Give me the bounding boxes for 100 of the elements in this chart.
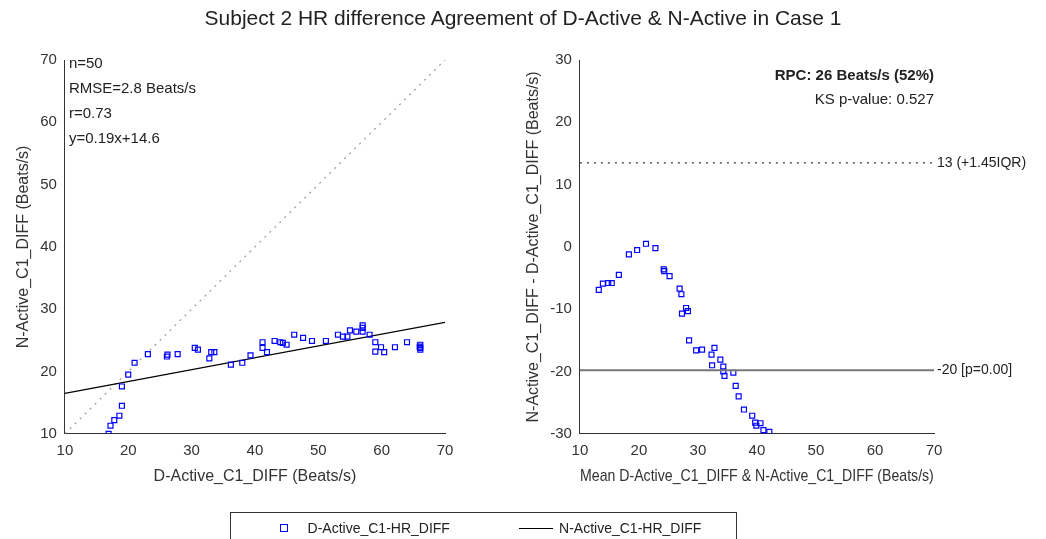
y-tick-label: -10 <box>550 299 572 317</box>
legend-label: D-Active_C1-HR_DIFF <box>307 520 450 536</box>
point <box>721 372 728 379</box>
point <box>417 341 424 348</box>
point <box>403 339 411 346</box>
point <box>753 422 760 429</box>
point <box>194 346 201 353</box>
point <box>366 331 373 338</box>
x-tick-label: 20 <box>119 440 137 458</box>
annotation: y=0.19x+14.6 <box>68 128 160 146</box>
point <box>191 344 198 351</box>
ref-line-label: 13 (+1.45IQR) <box>937 153 1027 170</box>
point <box>735 393 742 400</box>
point <box>642 240 650 247</box>
point <box>381 349 388 356</box>
annotation: RMSE=2.8 Beats/s <box>68 78 197 96</box>
point <box>652 245 659 252</box>
point <box>391 344 399 351</box>
y-axis-title: N-Active_C1_DIFF - D-Active_C1_DIFF (Beats/s) <box>524 71 543 423</box>
annotation: KS p-value: 0.527 <box>814 89 934 107</box>
y-tick-label: 0 <box>563 237 572 255</box>
y-axis-title: N-Active_C1_DIFF (Beats/s) <box>14 145 33 349</box>
point <box>259 339 266 346</box>
point <box>227 361 234 368</box>
y-tick-label: -30 <box>550 423 572 441</box>
x-tick-label: 70 <box>436 440 454 458</box>
point <box>339 333 347 340</box>
x-tick-label: 30 <box>183 440 200 458</box>
point <box>283 341 290 348</box>
point <box>125 371 132 378</box>
point <box>111 417 118 424</box>
point <box>678 310 686 317</box>
annotation: n=50 <box>68 53 103 71</box>
point <box>749 412 756 419</box>
y-tick-label: -20 <box>550 361 572 379</box>
point <box>720 368 727 375</box>
point <box>259 344 266 351</box>
legend-label: N-Active_C1-HR_DIFF <box>559 520 702 536</box>
ref-line-label: -20 [p=0.00] <box>937 361 1013 378</box>
point <box>757 420 764 427</box>
y-tick-label: 40 <box>40 237 57 255</box>
x-axis-title: D-Active_C1_DIFF (Beats/s) <box>153 466 357 485</box>
point <box>625 251 632 258</box>
y-tick-label: 30 <box>40 299 57 317</box>
point <box>206 355 213 362</box>
x-tick-label: 50 <box>807 440 825 458</box>
point <box>263 349 271 356</box>
point <box>752 419 759 426</box>
x-tick-label: 30 <box>689 440 707 458</box>
point <box>634 246 641 254</box>
x-tick-label: 10 <box>571 440 589 458</box>
y-tick-label: 10 <box>40 423 57 441</box>
y-tick-label: 60 <box>40 112 57 130</box>
point <box>599 280 606 287</box>
x-tick-label: 40 <box>748 440 766 458</box>
point <box>766 428 773 434</box>
x-tick-label: 60 <box>373 440 390 458</box>
point <box>676 285 683 292</box>
x-tick-label: 70 <box>925 440 943 458</box>
point <box>344 333 351 340</box>
point <box>174 350 181 358</box>
point <box>308 337 316 345</box>
point <box>685 337 693 344</box>
y-tick-label: 70 <box>40 50 57 68</box>
point <box>107 422 114 429</box>
point <box>359 328 366 335</box>
point <box>300 334 307 341</box>
y-tick-label: 20 <box>40 361 57 379</box>
point <box>118 383 125 390</box>
point <box>417 346 424 353</box>
point <box>678 291 685 298</box>
point <box>372 339 379 346</box>
point <box>118 402 125 409</box>
y-tick-label: 30 <box>555 50 572 68</box>
point <box>684 307 691 315</box>
point <box>211 349 218 356</box>
point <box>717 356 724 363</box>
point <box>346 327 354 334</box>
y-tick-label: 10 <box>555 174 572 192</box>
y-tick-label: 20 <box>555 112 572 130</box>
point <box>740 406 748 413</box>
y-tick-label: 50 <box>40 174 57 192</box>
point <box>131 359 138 366</box>
annotation: r=0.73 <box>68 103 112 121</box>
x-tick-label: 40 <box>246 440 264 458</box>
x-tick-label: 10 <box>56 440 74 458</box>
x-tick-label: 50 <box>309 440 327 458</box>
point <box>208 349 215 356</box>
x-tick-label: 20 <box>630 440 648 458</box>
point <box>372 348 379 355</box>
point <box>271 337 278 345</box>
point <box>615 271 622 279</box>
point <box>698 346 706 353</box>
point <box>291 331 298 338</box>
point <box>693 347 700 354</box>
point <box>353 328 360 335</box>
point <box>144 350 151 358</box>
point <box>322 337 329 345</box>
point <box>711 344 718 351</box>
point <box>709 362 716 369</box>
